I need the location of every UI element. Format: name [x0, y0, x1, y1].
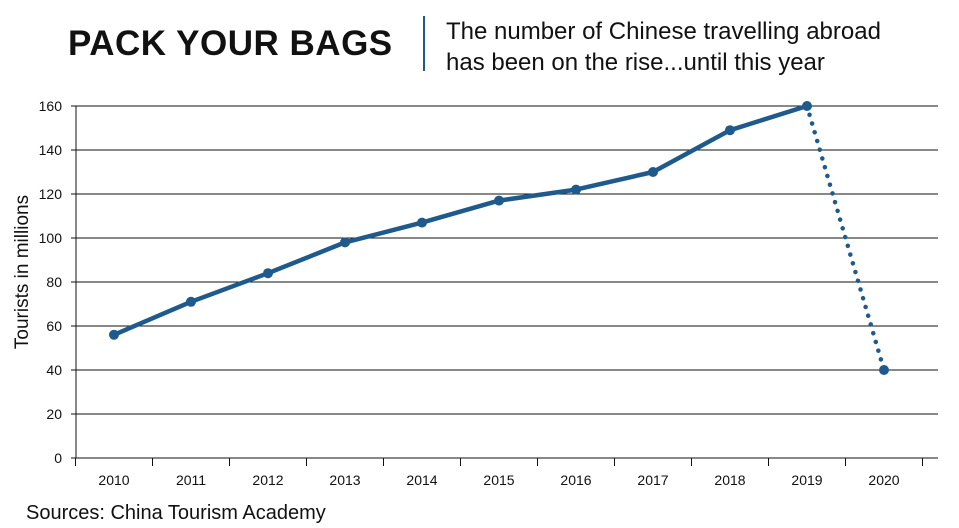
title-divider: [423, 16, 425, 71]
series-line-solid: [111, 103, 810, 338]
chart-title: PACK YOUR BAGS: [68, 24, 393, 63]
series-lines: [111, 103, 887, 373]
data-point-2015: [494, 195, 504, 206]
source-note: Sources: China Tourism Academy: [26, 502, 326, 524]
y-tick-label-60: 60: [46, 318, 62, 334]
x-tick-label-2014: 2014: [406, 472, 437, 488]
data-point-2017: [648, 167, 658, 177]
gridlines: [76, 105, 938, 415]
data-point-2012: [263, 268, 273, 279]
y-tick-labels: 0 20 40 60 80 100 120 140 160: [39, 98, 63, 466]
y-tick-label-80: 80: [46, 274, 62, 290]
y-axis-label: Tourists in millions: [12, 195, 33, 349]
chart-subtitle: The number of Chinese travelling abroad …: [446, 16, 881, 78]
y-tick-label-120: 120: [39, 186, 63, 202]
x-tick-label-2020: 2020: [868, 472, 899, 488]
x-tick-labels: 2010 2011 2012 2013 2014 2015 2016 2017 2018 2019…: [98, 472, 899, 488]
x-tick-label-2011: 2011: [176, 472, 206, 488]
y-tick-label-20: 20: [46, 406, 62, 422]
data-point-2019: [802, 101, 812, 111]
subtitle-line-2: has been on the rise...until this year: [446, 49, 825, 76]
axes: [71, 105, 938, 466]
x-tick-label-2013: 2013: [329, 472, 360, 488]
series-line-dotted: [804, 103, 887, 373]
data-points: [109, 101, 889, 375]
data-point-2016: [571, 184, 581, 195]
data-point-2013: [340, 237, 350, 248]
y-tick-label-0: 0: [54, 450, 62, 466]
x-tick-label-2019: 2019: [791, 472, 822, 488]
data-point-2014: [417, 217, 427, 228]
subtitle-line-1: The number of Chinese travelling abroad: [446, 18, 881, 45]
data-point-2018: [725, 125, 735, 136]
data-point-2010: [109, 329, 119, 340]
data-point-2020: [879, 365, 889, 375]
x-tick-label-2015: 2015: [483, 472, 514, 488]
y-tick-label-100: 100: [39, 230, 63, 246]
y-tick-label-160: 160: [39, 98, 63, 114]
x-tick-label-2018: 2018: [714, 472, 745, 488]
x-tick-label-2016: 2016: [560, 472, 591, 488]
x-tick-label-2012: 2012: [252, 472, 283, 488]
x-tick-label-2017: 2017: [637, 472, 668, 488]
y-tick-label-140: 140: [39, 142, 63, 158]
x-tick-label-2010: 2010: [98, 472, 129, 488]
data-point-2011: [186, 296, 196, 307]
y-tick-label-40: 40: [46, 362, 62, 378]
